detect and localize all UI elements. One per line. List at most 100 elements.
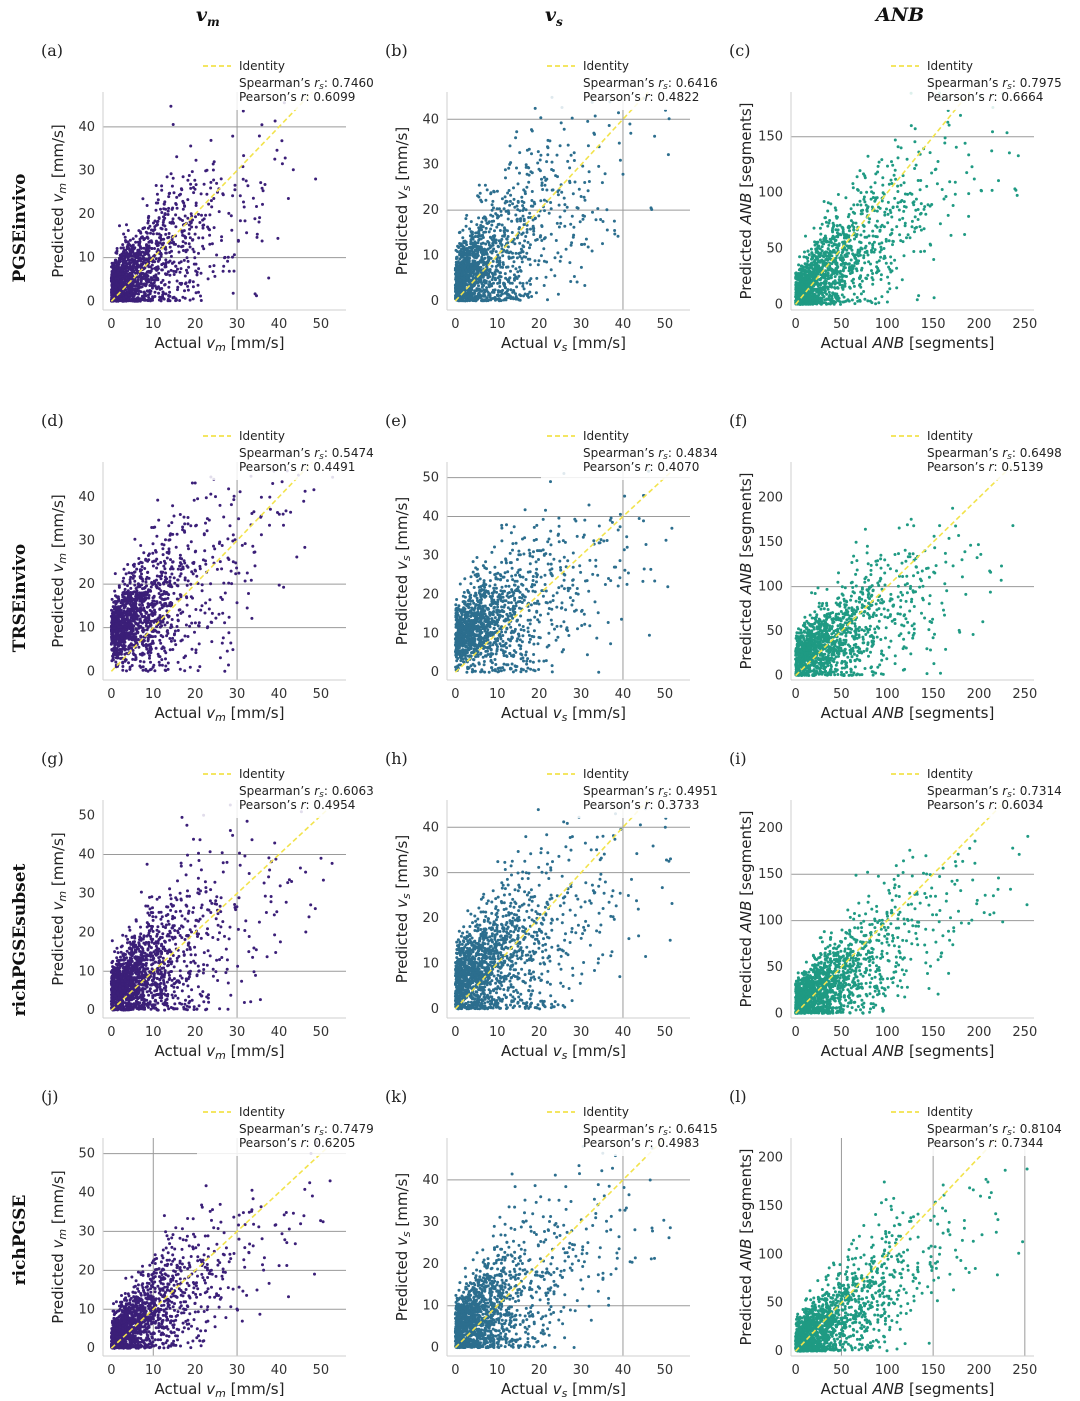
data-point: [132, 291, 136, 295]
data-point: [572, 225, 576, 229]
data-point: [197, 267, 201, 271]
data-point: [498, 298, 502, 302]
data-point: [858, 298, 862, 302]
data-point: [115, 263, 119, 267]
data-point: [159, 226, 163, 230]
data-point: [530, 295, 534, 298]
data-point: [291, 168, 295, 172]
data-point: [453, 283, 457, 287]
data-point: [134, 260, 138, 264]
data-point: [865, 277, 869, 281]
data-point: [549, 232, 553, 236]
data-point: [158, 241, 162, 245]
data-point: [556, 175, 559, 179]
data-point: [456, 260, 460, 264]
data-point: [586, 119, 590, 123]
data-point: [499, 271, 502, 275]
data-point: [154, 276, 158, 279]
data-point: [191, 247, 195, 251]
data-point: [194, 262, 198, 266]
data-point: [512, 260, 516, 264]
data-point: [871, 272, 875, 275]
data-point: [121, 668, 125, 672]
data-point: [799, 279, 802, 283]
data-point: [485, 273, 489, 277]
data-point: [491, 259, 495, 263]
data-point: [157, 271, 161, 275]
data-point: [918, 188, 922, 192]
data-point: [136, 278, 140, 282]
data-point: [951, 204, 955, 207]
data-point: [820, 265, 824, 269]
data-point: [870, 269, 873, 273]
data-point: [209, 180, 213, 184]
data-point: [167, 285, 171, 289]
data-point: [268, 523, 271, 527]
data-point: [499, 290, 503, 294]
data-point: [145, 236, 149, 239]
data-point: [826, 209, 830, 213]
data-point: [160, 184, 164, 188]
data-point: [826, 277, 830, 281]
data-point: [569, 153, 573, 157]
data-point: [495, 260, 499, 264]
data-point: [475, 255, 479, 259]
data-point: [839, 302, 842, 306]
data-point: [521, 250, 525, 254]
data-point: [260, 186, 264, 190]
data-point: [145, 231, 149, 235]
data-point: [494, 268, 498, 272]
data-point: [814, 287, 818, 291]
legend-identity-label: Identity: [583, 59, 629, 73]
data-point: [849, 207, 853, 211]
data-point: [489, 213, 493, 217]
data-point: [126, 256, 130, 260]
data-point: [197, 251, 200, 255]
data-point: [902, 254, 906, 258]
data-point: [547, 211, 551, 215]
data-point: [464, 224, 468, 228]
data-point: [794, 275, 798, 279]
data-point: [477, 284, 480, 288]
data-point: [468, 270, 472, 274]
data-point: [827, 290, 831, 294]
data-point: [499, 209, 503, 213]
data-point: [848, 285, 852, 289]
data-point: [542, 259, 546, 263]
data-point: [209, 138, 213, 142]
data-point: [512, 273, 516, 277]
data-point: [838, 280, 842, 284]
data-point: [535, 238, 539, 241]
data-point: [916, 218, 920, 221]
data-point: [498, 229, 502, 232]
data-point: [201, 226, 205, 230]
data-point: [207, 202, 211, 206]
data-point: [505, 265, 508, 269]
data-point: [828, 285, 832, 288]
data-point: [849, 268, 853, 272]
data-point: [132, 252, 136, 256]
data-point: [469, 262, 473, 266]
data-point: [161, 290, 165, 294]
data-point: [826, 247, 830, 251]
data-point: [241, 109, 245, 113]
data-point: [454, 248, 458, 252]
data-point: [188, 614, 192, 618]
data-point: [475, 223, 479, 227]
data-point: [851, 221, 855, 225]
data-point: [616, 234, 620, 238]
data-point: [504, 176, 507, 180]
data-point: [569, 222, 573, 226]
data-point: [504, 291, 508, 294]
data-point: [140, 250, 144, 254]
data-point: [139, 231, 143, 235]
data-point: [556, 251, 560, 255]
data-point: [187, 547, 190, 551]
data-point: [866, 253, 870, 257]
data-point: [145, 250, 149, 254]
data-point: [134, 268, 138, 272]
data-point: [525, 281, 529, 285]
data-point: [545, 160, 549, 164]
data-point: [515, 256, 519, 260]
data-point: [667, 117, 671, 121]
